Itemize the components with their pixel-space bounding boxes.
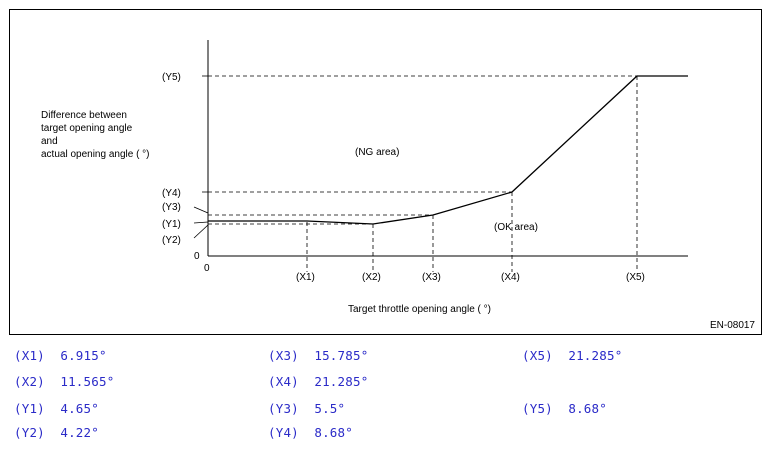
threshold-diagram: (NG area) (OK area) (Y5) (Y4) (Y3) (Y1) … [162, 40, 688, 315]
y3-tick-label: (Y3) [162, 202, 181, 213]
x4-tick-label: (X4) [501, 272, 520, 283]
x-origin-label: 0 [204, 263, 210, 274]
x2-tick-label: (X2) [362, 272, 381, 283]
x5-value: 21.285° [568, 348, 623, 363]
y-axis-title-line: Difference between [41, 110, 127, 121]
x2-value-label: (X2) [14, 374, 45, 389]
y1-pointer-line [193, 221, 209, 224]
x3-tick-label: (X3) [422, 272, 441, 283]
y-axis-title-line: and [41, 136, 58, 147]
y3-value-label: (Y3) [268, 401, 299, 416]
y4-value-entry: (Y4) 8.68° [268, 425, 353, 440]
y5-value-entry: (Y5) 8.68° [522, 401, 607, 416]
y4-value-label: (Y4) [268, 425, 299, 440]
y1-value: 4.65° [60, 401, 99, 416]
y-origin-label: 0 [194, 251, 200, 262]
y3-value: 5.5° [314, 401, 346, 416]
y2-tick-label: (Y2) [162, 235, 181, 246]
x3-value: 15.785° [314, 348, 369, 363]
y-axis-title: Difference between target opening angle … [41, 109, 150, 161]
x2-value: 11.565° [60, 374, 115, 389]
y5-value-label: (Y5) [522, 401, 553, 416]
y1-tick-label: (Y1) [162, 219, 181, 230]
x3-value-entry: (X3) 15.785° [268, 348, 368, 363]
x2-value-entry: (X2) 11.565° [14, 374, 114, 389]
x1-tick-label: (X1) [296, 272, 315, 283]
y2-value: 4.22° [60, 425, 99, 440]
y1-value-entry: (Y1) 4.65° [14, 401, 99, 416]
y3-pointer-line [193, 206, 209, 214]
figure-code: EN-08017 [709, 320, 755, 331]
x4-value: 21.285° [314, 374, 369, 389]
y-axis-title-line: target opening angle [41, 123, 133, 134]
y4-value: 8.68° [314, 425, 353, 440]
x5-tick-label: (X5) [626, 272, 645, 283]
y4-tick-label: (Y4) [162, 188, 181, 199]
x3-value-label: (X3) [268, 348, 299, 363]
x1-value: 6.915° [60, 348, 107, 363]
y-axis-title-line: actual opening angle ( °) [41, 149, 150, 160]
y3-value-entry: (Y3) 5.5° [268, 401, 345, 416]
x5-value-entry: (X5) 21.285° [522, 348, 622, 363]
y5-tick-label: (Y5) [162, 72, 181, 83]
ng-area-label: (NG area) [355, 147, 399, 158]
x4-value-label: (X4) [268, 374, 299, 389]
y2-value-entry: (Y2) 4.22° [14, 425, 99, 440]
y2-pointer-line [193, 224, 209, 239]
y5-value: 8.68° [568, 401, 607, 416]
y2-value-label: (Y2) [14, 425, 45, 440]
threshold-diagram-frame: (NG area) (OK area) (Y5) (Y4) (Y3) (Y1) … [9, 9, 762, 335]
x1-value-label: (X1) [14, 348, 45, 363]
ok-area-label: (OK area) [494, 222, 538, 233]
x5-value-label: (X5) [522, 348, 553, 363]
x4-value-entry: (X4) 21.285° [268, 374, 368, 389]
threshold-curve [208, 75, 688, 225]
x1-value-entry: (X1) 6.915° [14, 348, 107, 363]
x-axis-title: Target throttle opening angle ( °) [348, 304, 491, 315]
y1-value-label: (Y1) [14, 401, 45, 416]
